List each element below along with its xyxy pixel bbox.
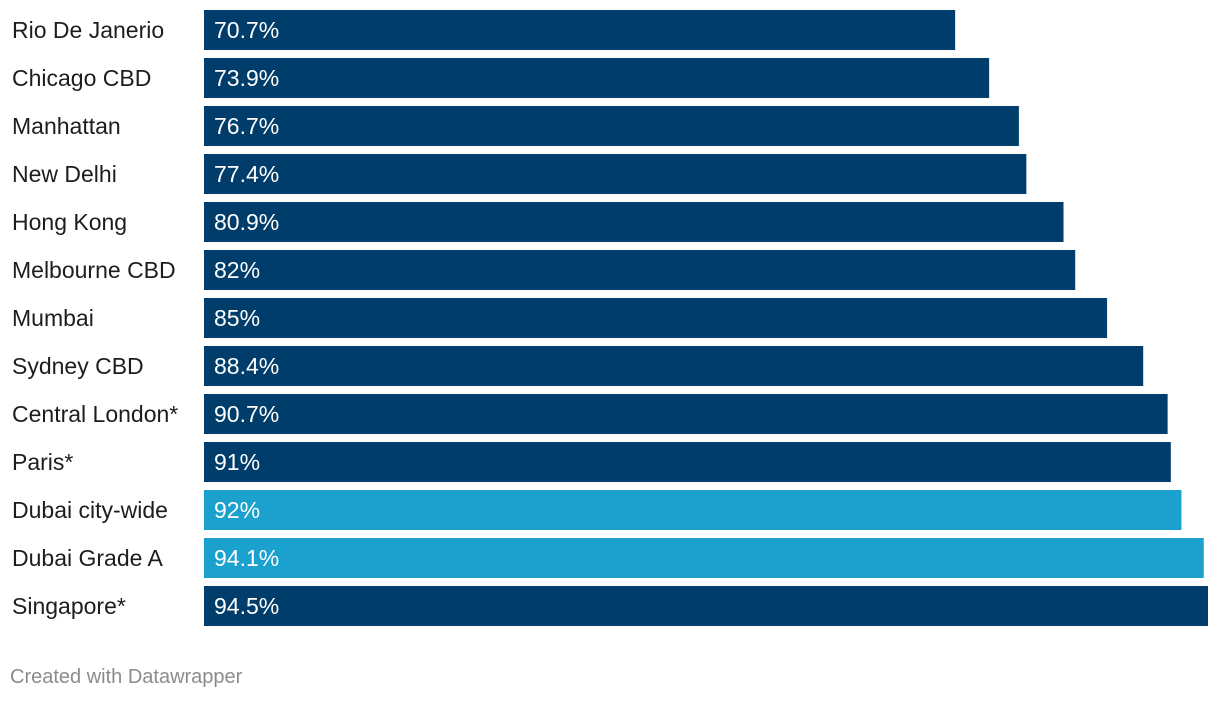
bar (204, 58, 990, 98)
value-label: 80.9% (214, 209, 279, 235)
value-label: 94.5% (214, 593, 279, 619)
category-label: Chicago CBD (12, 65, 151, 91)
value-label: 85% (214, 305, 260, 331)
bar (204, 586, 1208, 626)
category-label: Sydney CBD (12, 353, 144, 379)
value-label: 92% (214, 497, 260, 523)
category-label: Hong Kong (12, 209, 127, 235)
bar (204, 442, 1171, 482)
bar (204, 298, 1108, 338)
value-label: 90.7% (214, 401, 279, 427)
category-label: Rio De Janerio (12, 17, 164, 43)
bar (204, 10, 956, 50)
category-label: Melbourne CBD (12, 257, 176, 283)
category-label: New Delhi (12, 161, 117, 187)
value-label: 94.1% (214, 545, 279, 571)
bar (204, 106, 1019, 146)
value-label: 77.4% (214, 161, 279, 187)
bar-chart: Rio De Janerio 70.7% Chicago CBD 73.9% Manha… (12, 10, 1208, 626)
credit-text: Created with Datawrapper (10, 666, 243, 688)
value-label: 73.9% (214, 65, 279, 91)
bar (204, 490, 1182, 530)
bar (204, 202, 1064, 242)
category-label: Manhattan (12, 113, 121, 139)
category-label: Paris* (12, 449, 73, 475)
value-label: 76.7% (214, 113, 279, 139)
bar (204, 346, 1144, 386)
bar (204, 538, 1204, 578)
value-label: 88.4% (214, 353, 279, 379)
value-label: 82% (214, 257, 260, 283)
bar (204, 154, 1027, 194)
bar (204, 394, 1168, 434)
value-label: 91% (214, 449, 260, 475)
category-label: Singapore* (12, 593, 126, 619)
bar (204, 250, 1076, 290)
category-label: Dubai Grade A (12, 545, 164, 571)
category-label: Dubai city-wide (12, 497, 168, 523)
value-label: 70.7% (214, 17, 279, 43)
category-label: Mumbai (12, 305, 94, 331)
category-label: Central London* (12, 401, 178, 427)
